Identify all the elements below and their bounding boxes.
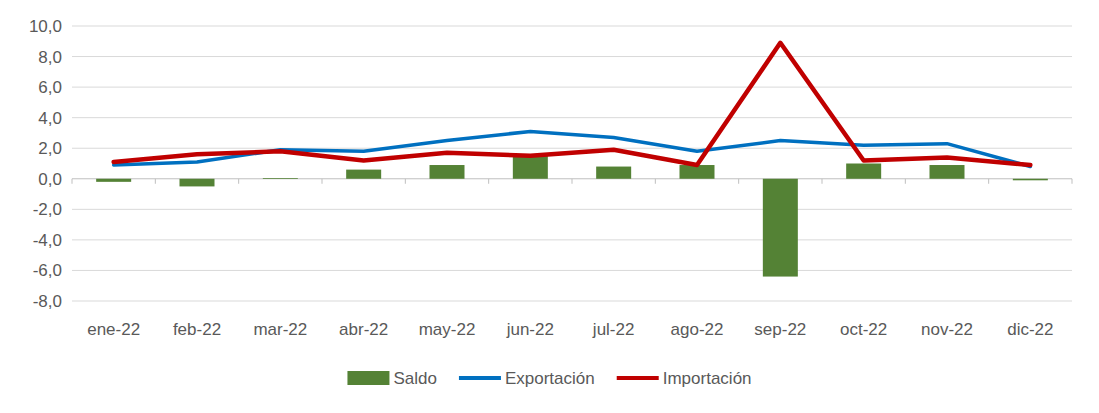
- bar: [930, 165, 965, 179]
- bar: [346, 170, 381, 179]
- y-tick-label: -4,0: [33, 231, 62, 250]
- y-tick-label: 0,0: [38, 170, 62, 189]
- y-tick-label: 2,0: [38, 139, 62, 158]
- y-tick-label: -2,0: [33, 200, 62, 219]
- grid-line: [72, 87, 1072, 88]
- bar: [846, 164, 881, 179]
- bar: [596, 167, 631, 179]
- bar: [180, 179, 215, 187]
- x-tick: [488, 179, 489, 184]
- line: [114, 43, 1031, 165]
- legend-swatch: [347, 371, 389, 385]
- x-tick-label: oct-22: [840, 320, 887, 339]
- grid-line: [72, 209, 1072, 210]
- axes: -8,0 -6,0 -4,0 -2,0 0,0 2,0 4,0 6,0 8,0 10,0 ene-2…: [29, 17, 1072, 339]
- bar: [263, 178, 298, 180]
- y-tick-label: -6,0: [33, 261, 62, 280]
- legend: Saldo Exportación Importación: [347, 369, 751, 388]
- grid-line: [72, 148, 1072, 149]
- bar: [763, 179, 798, 277]
- grid-line: [72, 239, 1072, 240]
- x-tick-label: mar-22: [253, 320, 307, 339]
- x-tick-label: jun-22: [506, 320, 554, 339]
- legend-label: Saldo: [393, 369, 436, 388]
- x-tick-label: abr-22: [339, 320, 388, 339]
- chart: -8,0 -6,0 -4,0 -2,0 0,0 2,0 4,0 6,0 8,0 10,0 ene-2…: [0, 0, 1099, 413]
- grid-line: [72, 26, 1072, 27]
- y-tick-label: -8,0: [33, 292, 62, 311]
- x-tick-label: ago-22: [671, 320, 724, 339]
- x-tick: [238, 179, 239, 184]
- x-tick: [822, 179, 823, 184]
- x-tick: [322, 179, 323, 184]
- y-tick-label: 4,0: [38, 109, 62, 128]
- x-tick: [1072, 179, 1073, 184]
- legend-label: Importación: [663, 369, 752, 388]
- plot-data: [96, 43, 1048, 277]
- legend-item: Importación: [617, 369, 752, 388]
- y-tick-label: 10,0: [29, 17, 62, 36]
- legend-label: Exportación: [505, 369, 595, 388]
- x-tick: [738, 179, 739, 184]
- x-tick: [655, 179, 656, 184]
- x-tick-label: feb-22: [173, 320, 221, 339]
- grid-line: [72, 301, 1072, 302]
- legend-item: Saldo: [347, 369, 436, 388]
- grid-line: [72, 56, 1072, 57]
- grid: [72, 26, 1072, 301]
- x-tick-label: nov-22: [921, 320, 973, 339]
- x-tick: [988, 179, 989, 184]
- x-tick-label: jul-22: [592, 320, 635, 339]
- x-tick: [905, 179, 906, 184]
- x-tick-label: may-22: [419, 320, 476, 339]
- x-tick-label: ene-22: [87, 320, 140, 339]
- x-tick: [155, 179, 156, 184]
- x-tick-label: sep-22: [754, 320, 806, 339]
- x-tick: [72, 179, 73, 184]
- x-tick-label: dic-22: [1007, 320, 1053, 339]
- y-tick-label: 8,0: [38, 48, 62, 67]
- legend-item: Exportación: [459, 369, 595, 388]
- y-tick-label: 6,0: [38, 78, 62, 97]
- legend-swatch: [459, 376, 501, 380]
- legend-swatch: [617, 376, 659, 380]
- bar: [430, 165, 465, 179]
- grid-line: [72, 117, 1072, 118]
- bar: [1013, 179, 1048, 181]
- x-tick: [572, 179, 573, 184]
- bar: [96, 179, 131, 182]
- x-tick: [405, 179, 406, 184]
- grid-line: [72, 270, 1072, 271]
